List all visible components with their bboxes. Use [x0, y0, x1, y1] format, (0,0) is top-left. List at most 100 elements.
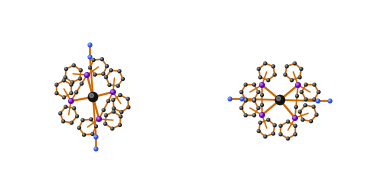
Circle shape	[260, 103, 264, 107]
Circle shape	[316, 99, 318, 101]
Circle shape	[105, 114, 106, 115]
Circle shape	[315, 113, 319, 117]
Circle shape	[91, 132, 95, 136]
Circle shape	[58, 111, 62, 115]
Circle shape	[101, 72, 105, 76]
Circle shape	[88, 43, 90, 45]
Circle shape	[260, 83, 262, 85]
Circle shape	[243, 98, 248, 103]
Circle shape	[286, 119, 290, 124]
Circle shape	[260, 113, 262, 115]
Circle shape	[61, 119, 65, 123]
Circle shape	[273, 73, 277, 77]
Circle shape	[62, 79, 64, 81]
Circle shape	[79, 77, 80, 79]
Circle shape	[301, 118, 303, 120]
Circle shape	[111, 90, 113, 92]
Circle shape	[257, 130, 259, 131]
Circle shape	[279, 124, 281, 126]
Circle shape	[64, 67, 68, 71]
Circle shape	[253, 114, 254, 115]
Circle shape	[279, 133, 281, 135]
Circle shape	[229, 97, 230, 99]
Circle shape	[272, 65, 273, 67]
Circle shape	[75, 91, 77, 93]
Circle shape	[63, 75, 67, 80]
Circle shape	[70, 121, 72, 123]
Circle shape	[294, 133, 295, 135]
Circle shape	[97, 117, 99, 119]
Circle shape	[69, 99, 71, 101]
Circle shape	[303, 103, 307, 107]
Circle shape	[315, 113, 317, 115]
Circle shape	[109, 68, 113, 72]
Circle shape	[240, 107, 242, 108]
Circle shape	[90, 118, 91, 120]
Circle shape	[290, 79, 292, 80]
Circle shape	[112, 106, 116, 110]
Circle shape	[259, 76, 260, 77]
Circle shape	[285, 65, 287, 67]
Circle shape	[252, 83, 256, 87]
Circle shape	[271, 132, 275, 136]
Circle shape	[286, 120, 288, 122]
Circle shape	[100, 57, 104, 61]
Circle shape	[111, 127, 113, 129]
Circle shape	[108, 84, 110, 85]
Circle shape	[126, 98, 128, 99]
Circle shape	[256, 90, 260, 94]
Circle shape	[65, 68, 66, 69]
Circle shape	[105, 64, 109, 68]
Circle shape	[293, 61, 297, 66]
Circle shape	[62, 120, 64, 122]
Circle shape	[74, 90, 79, 94]
Circle shape	[92, 58, 96, 62]
Circle shape	[71, 81, 73, 83]
Circle shape	[69, 83, 73, 87]
Circle shape	[244, 98, 246, 100]
Circle shape	[312, 105, 314, 107]
Circle shape	[88, 55, 90, 57]
Circle shape	[257, 67, 261, 71]
Circle shape	[290, 78, 294, 82]
Circle shape	[70, 83, 71, 85]
Circle shape	[316, 98, 321, 103]
Circle shape	[313, 83, 315, 85]
Circle shape	[110, 127, 114, 131]
Circle shape	[298, 76, 300, 77]
Circle shape	[104, 75, 108, 79]
Circle shape	[257, 68, 259, 69]
Circle shape	[300, 91, 302, 92]
Circle shape	[106, 99, 110, 103]
Circle shape	[259, 82, 265, 88]
Circle shape	[84, 72, 90, 78]
Circle shape	[312, 97, 316, 101]
Circle shape	[259, 112, 265, 118]
Circle shape	[295, 82, 301, 88]
Circle shape	[267, 79, 269, 80]
Circle shape	[55, 91, 59, 95]
Circle shape	[313, 98, 315, 100]
Circle shape	[240, 97, 242, 99]
Circle shape	[310, 120, 311, 122]
Circle shape	[78, 126, 79, 128]
Circle shape	[298, 110, 300, 112]
Circle shape	[272, 132, 273, 134]
Circle shape	[304, 83, 308, 87]
Circle shape	[119, 115, 123, 119]
Circle shape	[89, 66, 90, 68]
Circle shape	[293, 62, 295, 64]
Circle shape	[118, 70, 120, 71]
Circle shape	[88, 55, 92, 60]
Circle shape	[116, 84, 120, 88]
Circle shape	[312, 83, 316, 87]
Circle shape	[304, 83, 306, 85]
Circle shape	[300, 90, 304, 94]
Circle shape	[82, 133, 86, 137]
Circle shape	[286, 137, 288, 139]
Circle shape	[81, 119, 83, 120]
Circle shape	[113, 107, 114, 108]
Circle shape	[243, 97, 248, 101]
Circle shape	[59, 112, 61, 114]
Circle shape	[107, 83, 111, 87]
